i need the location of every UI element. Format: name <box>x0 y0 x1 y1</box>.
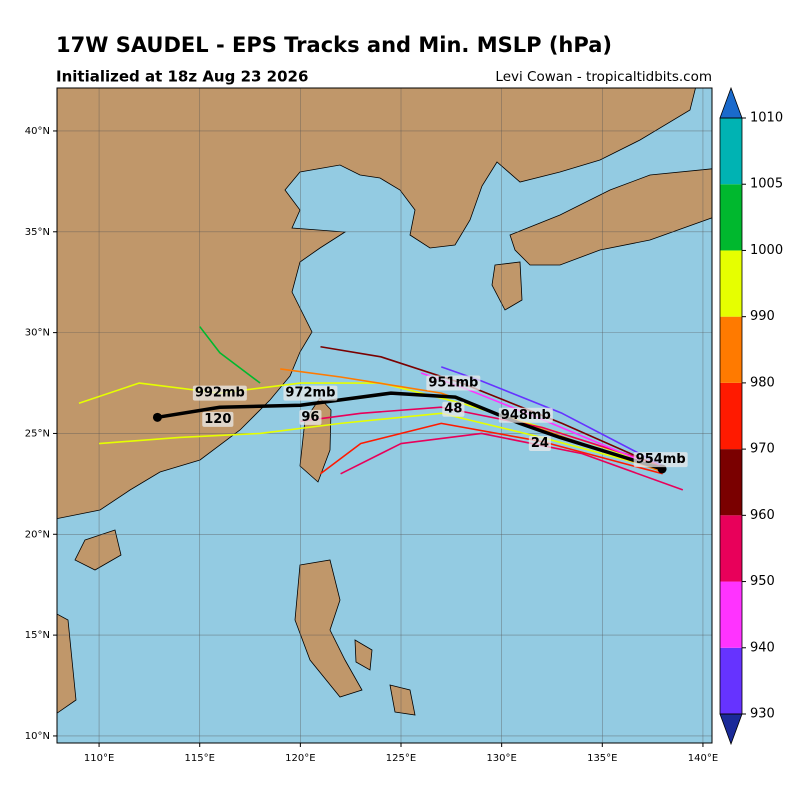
member-track <box>440 366 664 467</box>
label-box <box>498 407 553 423</box>
track-label: 96 <box>301 410 319 425</box>
x-tick-label: 135°E <box>587 753 617 764</box>
member-track <box>320 422 663 475</box>
colorbar-band <box>720 449 742 516</box>
member-track <box>340 432 684 491</box>
track-label: 951mb <box>428 376 478 391</box>
track-label: 972mb <box>285 386 335 401</box>
label-box <box>283 385 338 401</box>
track-endpoint <box>152 412 162 422</box>
y-tick-label: 20°N <box>25 529 50 540</box>
colorbar-extend <box>719 86 743 119</box>
y-tick-label: 40°N <box>25 126 50 137</box>
colorbar-label: 1005 <box>750 177 783 192</box>
x-tick-label: 130°E <box>486 753 516 764</box>
label-box <box>442 401 465 417</box>
map-layer: 954mb 948mb 951mb 972mb 992mb 24 48 96 120 <box>57 88 712 743</box>
colorbar-band <box>720 118 742 185</box>
y-tick-label: 30°N <box>25 328 50 339</box>
label-box <box>426 375 481 391</box>
y-tick-label: 15°N <box>25 630 50 641</box>
colorbar-band <box>720 184 742 251</box>
label-box <box>528 436 551 452</box>
track-label: 954mb <box>636 452 686 467</box>
mean-track <box>157 391 663 471</box>
chart-title: 17W SAUDEL - EPS Tracks and Min. MSLP (h… <box>56 33 612 57</box>
colorbar-frame <box>719 117 743 715</box>
label-box <box>633 452 688 468</box>
x-tick-label: 125°E <box>386 753 416 764</box>
label-box <box>299 409 322 425</box>
colorbar-label: 960 <box>750 508 775 523</box>
map-frame <box>56 87 713 744</box>
colorbar-label: 1000 <box>750 243 783 258</box>
colorbar-band <box>720 515 742 582</box>
track-label: 24 <box>531 436 549 451</box>
x-tick-label: 140°E <box>688 753 718 764</box>
colorbar-band <box>720 382 742 450</box>
colorbar-band <box>720 316 742 383</box>
x-tick-label: 120°E <box>285 753 315 764</box>
colorbar-label: 970 <box>750 442 775 457</box>
colorbar-band <box>720 647 742 714</box>
member-track <box>300 406 663 467</box>
colorbar-label: 930 <box>750 707 775 722</box>
colorbar-extend <box>719 713 743 746</box>
colorbar-label: 990 <box>750 309 775 324</box>
track-label: 948mb <box>501 408 551 423</box>
colorbar-band <box>720 250 742 317</box>
track-label: 120 <box>204 412 231 427</box>
subtitle: Initialized at 18z Aug 23 2026 <box>56 68 308 86</box>
credit: Levi Cowan - tropicaltidbits.com <box>495 69 712 85</box>
colorbar-label: 950 <box>750 574 775 589</box>
x-tick-label: 115°E <box>185 753 215 764</box>
member-track <box>199 326 261 384</box>
track-label: 48 <box>444 402 462 417</box>
y-tick-label: 25°N <box>25 428 50 439</box>
label-box <box>202 411 234 427</box>
track-label: 992mb <box>195 386 245 401</box>
colorbar-label: 980 <box>750 375 775 390</box>
y-tick-label: 35°N <box>25 227 50 238</box>
colorbar-label: 940 <box>750 640 775 655</box>
y-tick-label: 10°N <box>25 731 50 742</box>
colorbar-band <box>720 581 742 648</box>
x-tick-label: 110°E <box>84 753 114 764</box>
colorbar-label: 1010 <box>750 111 783 126</box>
label-box <box>192 385 247 401</box>
